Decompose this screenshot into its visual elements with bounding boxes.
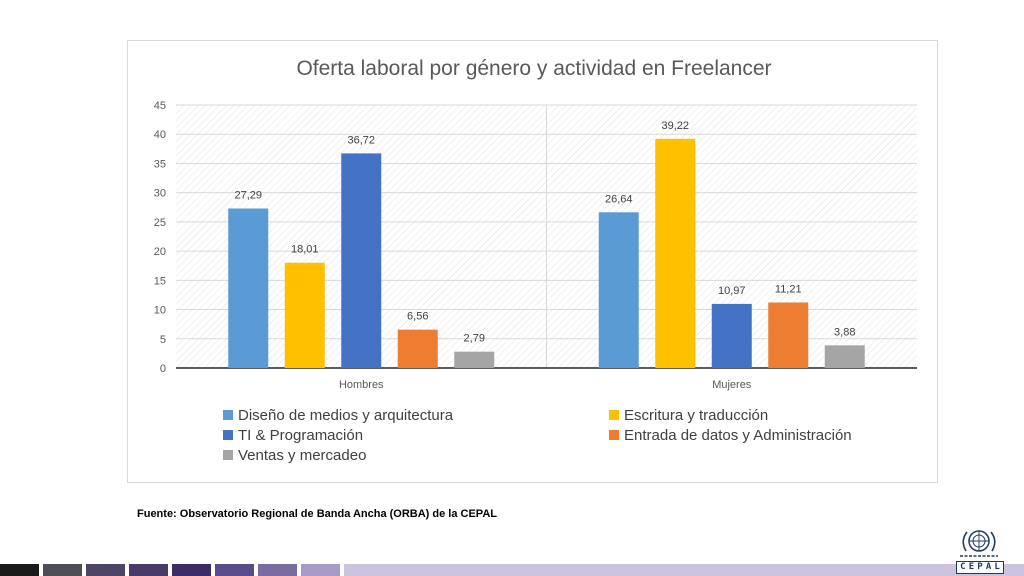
bar <box>228 208 269 368</box>
cepal-logo-letter: E <box>968 562 975 572</box>
y-tick-label: 0 <box>160 363 166 375</box>
bar <box>454 351 495 368</box>
y-tick-label: 25 <box>154 217 166 229</box>
y-tick-label: 5 <box>160 334 166 346</box>
legend-entry: Escritura y traducción <box>624 407 768 424</box>
bar-chart: Oferta laboral por género y actividad en… <box>154 57 917 464</box>
bar <box>711 303 752 368</box>
legend-swatch <box>223 430 233 440</box>
legend-entry: Diseño de medios y arquitectura <box>238 407 454 424</box>
y-tick-label: 35 <box>154 158 166 170</box>
bottom-bar-segment <box>344 564 1024 576</box>
bottom-bar-segment <box>172 564 211 576</box>
data-label: 26,64 <box>605 193 633 205</box>
y-tick-label: 40 <box>154 129 166 141</box>
bottom-bar-segment <box>0 564 39 576</box>
y-tick-label: 15 <box>154 275 166 287</box>
x-category-label: Hombres <box>339 379 384 391</box>
bottom-bar-segment <box>86 564 125 576</box>
bottom-bar-segment <box>129 564 168 576</box>
legend-swatch <box>609 430 619 440</box>
bar <box>397 329 438 368</box>
bottom-bar-segment <box>215 564 254 576</box>
bottom-bar-segment <box>43 564 82 576</box>
bottom-bar-segment <box>258 564 297 576</box>
data-label: 2,79 <box>464 333 485 345</box>
bar <box>341 153 382 368</box>
x-category-label: Mujeres <box>712 379 752 391</box>
bar <box>284 262 325 368</box>
y-tick-label: 10 <box>154 305 166 317</box>
cepal-logo-letter: C <box>960 562 966 572</box>
source-note: Fuente: Observatorio Regional de Banda A… <box>137 508 497 520</box>
data-label: 18,01 <box>291 244 319 256</box>
cepal-logo-letter: L <box>994 562 1000 572</box>
y-tick-label: 20 <box>154 246 166 258</box>
y-tick-label: 45 <box>154 100 166 112</box>
bar <box>824 345 865 368</box>
bar <box>655 138 696 368</box>
data-label: 27,29 <box>234 190 262 202</box>
un-emblem-icon <box>962 530 996 552</box>
data-label: 3,88 <box>834 326 855 338</box>
data-label: 36,72 <box>347 134 375 146</box>
bar <box>768 302 809 368</box>
data-label: 10,97 <box>718 285 746 297</box>
bottom-bar-segment <box>301 564 340 576</box>
chart-title: Oferta laboral por género y actividad en… <box>296 57 771 80</box>
y-tick-label: 30 <box>154 188 166 200</box>
cepal-logo-letter: P <box>977 562 983 572</box>
data-label: 39,22 <box>661 120 689 132</box>
legend-swatch <box>223 410 233 420</box>
legend-swatch <box>223 450 233 460</box>
chart-frame: Oferta laboral por género y actividad en… <box>127 40 938 483</box>
data-label: 11,21 <box>775 283 802 295</box>
cepal-logo: C E P A L <box>956 561 1004 574</box>
data-label: 6,56 <box>407 311 428 323</box>
bar <box>598 212 639 368</box>
legend-entry: Entrada de datos y Administración <box>624 427 852 444</box>
legend-entry: TI & Programación <box>238 427 363 444</box>
cepal-logo-letter: A <box>985 562 992 572</box>
un-subtitle-decoration <box>960 555 998 557</box>
legend-swatch <box>609 410 619 420</box>
legend-entry: Ventas y mercadeo <box>238 447 366 464</box>
bottom-decorative-bar <box>0 564 1024 576</box>
